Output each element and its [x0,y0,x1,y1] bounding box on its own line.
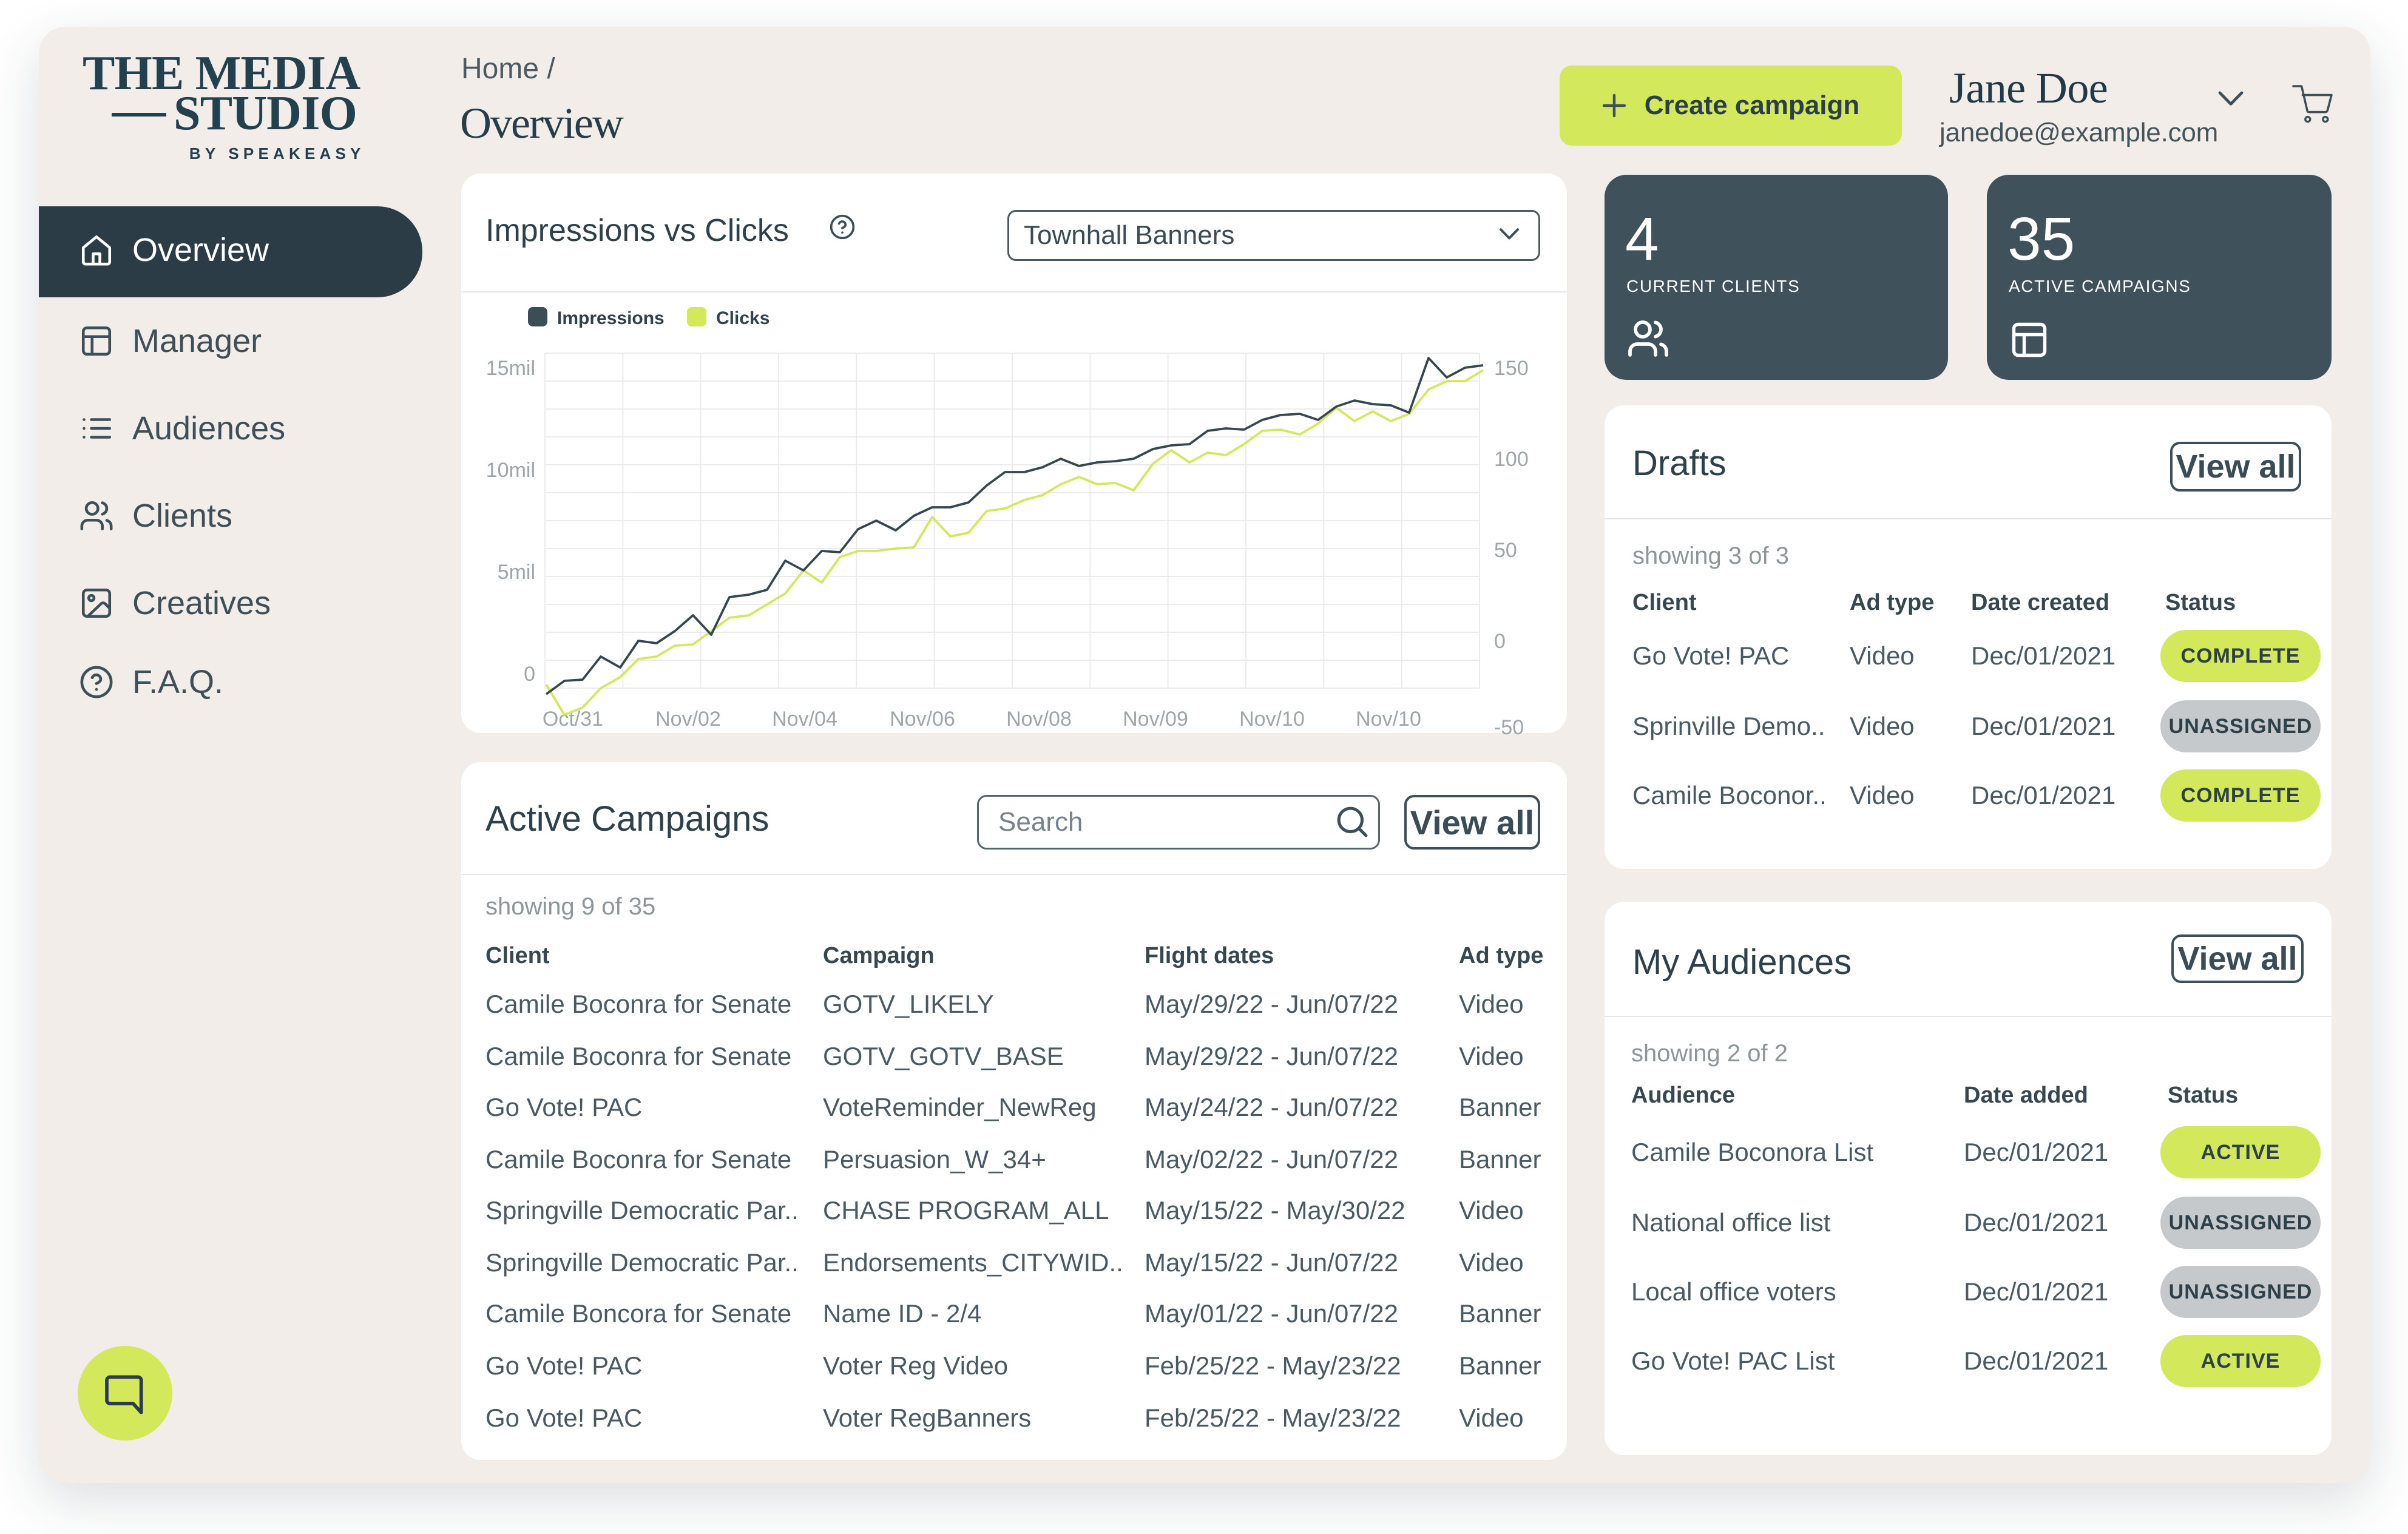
svg-text:Nov/10: Nov/10 [1356,708,1421,731]
svg-text:100: 100 [1494,448,1529,471]
svg-text:Nov/06: Nov/06 [890,708,955,731]
svg-text:0: 0 [524,663,535,686]
svg-text:Nov/10: Nov/10 [1239,708,1305,731]
svg-text:150: 150 [1494,357,1529,380]
svg-text:50: 50 [1494,539,1517,562]
svg-text:Nov/04: Nov/04 [772,708,837,731]
svg-text:Nov/02: Nov/02 [655,708,721,731]
svg-text:10mil: 10mil [486,459,535,482]
svg-text:Nov/08: Nov/08 [1006,708,1072,731]
svg-text:0: 0 [1494,630,1506,653]
svg-text:5mil: 5mil [498,561,535,584]
svg-text:15mil: 15mil [486,357,535,380]
svg-text:-50: -50 [1494,716,1524,739]
svg-text:Nov/09: Nov/09 [1123,708,1188,731]
